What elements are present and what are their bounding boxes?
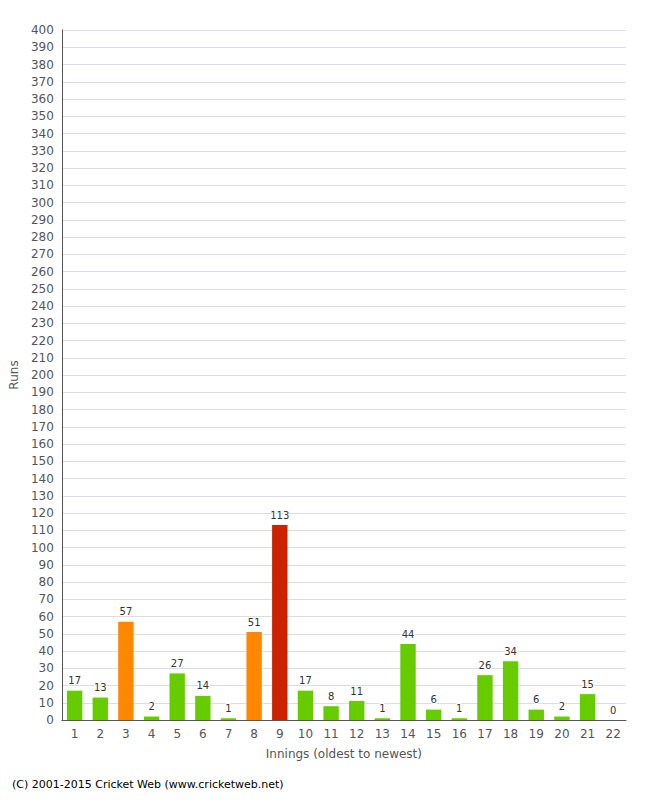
svg-text:370: 370 xyxy=(31,75,54,89)
svg-text:10: 10 xyxy=(39,696,54,710)
svg-text:16: 16 xyxy=(452,727,467,741)
svg-text:1: 1 xyxy=(225,703,231,714)
svg-text:270: 270 xyxy=(31,247,54,261)
svg-text:9: 9 xyxy=(276,727,284,741)
svg-text:113: 113 xyxy=(270,510,289,521)
svg-text:90: 90 xyxy=(39,558,54,572)
svg-text:57: 57 xyxy=(120,606,133,617)
svg-text:1: 1 xyxy=(71,727,79,741)
svg-text:140: 140 xyxy=(31,472,54,486)
svg-text:22: 22 xyxy=(606,727,621,741)
svg-text:13: 13 xyxy=(94,682,107,693)
svg-text:3: 3 xyxy=(122,727,130,741)
svg-text:210: 210 xyxy=(31,351,54,365)
svg-text:20: 20 xyxy=(39,679,54,693)
svg-text:190: 190 xyxy=(31,385,54,399)
svg-text:5: 5 xyxy=(173,727,181,741)
svg-text:250: 250 xyxy=(31,282,54,296)
svg-text:30: 30 xyxy=(39,661,54,675)
svg-text:4: 4 xyxy=(148,727,156,741)
svg-text:120: 120 xyxy=(31,506,54,520)
svg-text:15: 15 xyxy=(581,679,594,690)
svg-text:26: 26 xyxy=(479,660,492,671)
svg-text:130: 130 xyxy=(31,489,54,503)
svg-text:8: 8 xyxy=(328,691,334,702)
svg-text:220: 220 xyxy=(31,334,54,348)
svg-text:44: 44 xyxy=(402,629,415,640)
svg-text:60: 60 xyxy=(39,610,54,624)
svg-text:11: 11 xyxy=(323,727,338,741)
svg-text:310: 310 xyxy=(31,178,54,192)
svg-text:240: 240 xyxy=(31,299,54,313)
svg-text:290: 290 xyxy=(31,213,54,227)
svg-text:6: 6 xyxy=(199,727,207,741)
svg-text:2: 2 xyxy=(96,727,104,741)
svg-text:0: 0 xyxy=(610,705,616,716)
svg-text:390: 390 xyxy=(31,40,54,54)
svg-text:340: 340 xyxy=(31,127,54,141)
svg-text:Runs: Runs xyxy=(7,360,21,389)
svg-text:330: 330 xyxy=(31,144,54,158)
svg-text:2: 2 xyxy=(148,701,154,712)
svg-text:380: 380 xyxy=(31,58,54,72)
svg-text:34: 34 xyxy=(504,646,517,657)
svg-text:17: 17 xyxy=(299,675,312,686)
svg-text:17: 17 xyxy=(477,727,492,741)
svg-text:50: 50 xyxy=(39,627,54,641)
svg-text:51: 51 xyxy=(248,617,261,628)
svg-text:350: 350 xyxy=(31,109,54,123)
svg-text:2: 2 xyxy=(559,701,565,712)
svg-text:70: 70 xyxy=(39,592,54,606)
svg-text:1: 1 xyxy=(456,703,462,714)
svg-text:110: 110 xyxy=(31,523,54,537)
svg-text:8: 8 xyxy=(250,727,258,741)
svg-text:6: 6 xyxy=(430,694,436,705)
svg-text:200: 200 xyxy=(31,368,54,382)
svg-text:260: 260 xyxy=(31,265,54,279)
svg-text:150: 150 xyxy=(31,454,54,468)
svg-text:10: 10 xyxy=(298,727,313,741)
svg-text:300: 300 xyxy=(31,196,54,210)
svg-text:170: 170 xyxy=(31,420,54,434)
svg-text:180: 180 xyxy=(31,403,54,417)
svg-text:7: 7 xyxy=(225,727,233,741)
svg-text:80: 80 xyxy=(39,575,54,589)
svg-text:13: 13 xyxy=(375,727,390,741)
svg-text:280: 280 xyxy=(31,230,54,244)
svg-text:230: 230 xyxy=(31,316,54,330)
svg-text:160: 160 xyxy=(31,437,54,451)
svg-text:19: 19 xyxy=(529,727,544,741)
svg-text:15: 15 xyxy=(426,727,441,741)
svg-text:360: 360 xyxy=(31,92,54,106)
svg-text:20: 20 xyxy=(554,727,569,741)
svg-text:17: 17 xyxy=(68,675,81,686)
svg-text:14: 14 xyxy=(196,680,209,691)
svg-text:0: 0 xyxy=(46,713,54,727)
svg-text:40: 40 xyxy=(39,644,54,658)
svg-text:18: 18 xyxy=(503,727,518,741)
svg-text:(C) 2001-2015 Cricket Web (www: (C) 2001-2015 Cricket Web (www.cricketwe… xyxy=(12,778,284,791)
svg-text:320: 320 xyxy=(31,161,54,175)
svg-text:1: 1 xyxy=(379,703,385,714)
svg-text:Innings (oldest to newest): Innings (oldest to newest) xyxy=(266,747,422,761)
svg-text:12: 12 xyxy=(349,727,364,741)
svg-text:11: 11 xyxy=(350,686,363,697)
svg-text:21: 21 xyxy=(580,727,595,741)
svg-text:400: 400 xyxy=(31,23,54,37)
svg-text:14: 14 xyxy=(400,727,415,741)
svg-text:27: 27 xyxy=(171,658,184,669)
svg-text:6: 6 xyxy=(533,694,539,705)
svg-text:100: 100 xyxy=(31,541,54,555)
